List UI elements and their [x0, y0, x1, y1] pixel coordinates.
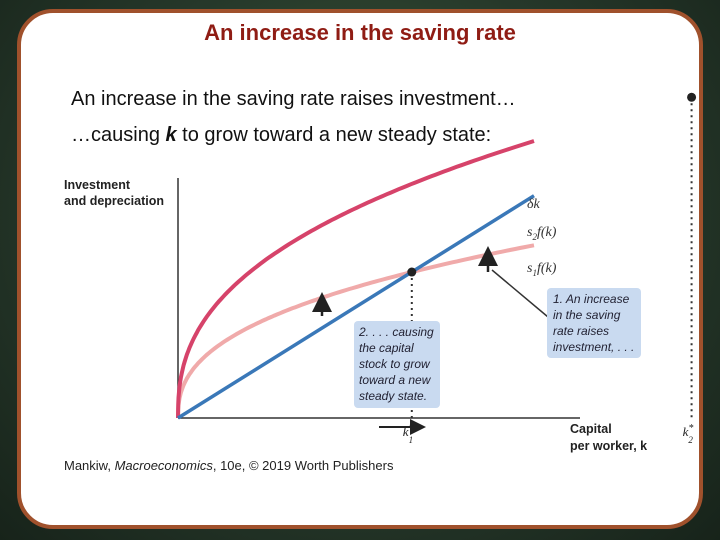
s1-curve-label: s1f(k) [527, 261, 557, 278]
annotation-1-line-2: in the saving [553, 308, 621, 322]
tick-k2-star: k* 2 [683, 423, 694, 445]
s1-label-s: s [527, 261, 533, 276]
annotation-2-box [354, 321, 440, 408]
body-line-2: …causing k to grow toward a new steady s… [71, 124, 491, 147]
tick-k2-sup: * [688, 423, 693, 434]
annotation-1-pointer [491, 269, 549, 318]
depreciation-line [177, 194, 535, 420]
s2-label-s: s [527, 225, 533, 240]
x-axis-label-2: per worker, k [570, 439, 647, 453]
tick-k2-sub: 2 [688, 435, 693, 445]
annotation-2-line-5: steady state. [359, 389, 427, 403]
annotation-1-line-4: investment, . . . [553, 340, 634, 354]
x-axis-label-1: Capital [570, 422, 612, 436]
curve-s2-fk [176, 139, 535, 419]
s1-label-sub: 1 [532, 268, 537, 278]
annotation-2-line-1: 2. . . . causing [358, 325, 434, 339]
y-axis-label-1: Investment [64, 178, 131, 192]
depreciation-label: δk [527, 197, 541, 212]
y-axis-label-2: and depreciation [64, 194, 164, 208]
credit-author: Mankiw, [64, 458, 115, 473]
tick-k1-sub: 1 [409, 435, 414, 445]
body-line-2-pre: …causing [71, 124, 166, 146]
annotation-1-line-3: rate raises [553, 324, 609, 338]
s2-label-rest: f(k) [537, 225, 557, 240]
s2-curve-label: s2f(k) [527, 225, 557, 242]
tick-k2-base: k [683, 424, 689, 439]
annotation-2-line-2: the capital [359, 341, 414, 355]
annotation-1-box [547, 288, 641, 358]
s1-label-rest: f(k) [537, 261, 557, 276]
tick-k1-star: k* 1 [403, 423, 414, 445]
slide-title: An increase in the saving rate [204, 20, 516, 45]
tick-k1-base: k [403, 424, 409, 439]
body-line-1: An increase in the saving rate raises in… [71, 88, 516, 110]
s2-label-sub: 2 [532, 232, 537, 242]
tick-k1-sup: * [409, 423, 414, 434]
steady-state-1-point [407, 267, 417, 277]
slide-frame [17, 9, 703, 529]
annotation-1-line-1: 1. An increase [553, 292, 630, 306]
body-line-2-post: to grow toward a new steady state: [176, 124, 492, 146]
credit-book: Macroeconomics [114, 458, 213, 473]
source-credit: Mankiw, Macroeconomics, 10e, © 2019 Wort… [64, 458, 393, 473]
body-line-2-var: k [165, 124, 177, 146]
steady-state-2-point [687, 92, 697, 102]
curve-s1-fk [176, 243, 535, 419]
annotation-2-line-3: stock to grow [359, 357, 431, 371]
credit-rest: , 10e, © 2019 Worth Publishers [212, 458, 394, 473]
annotation-2-line-4: toward a new [359, 373, 432, 387]
